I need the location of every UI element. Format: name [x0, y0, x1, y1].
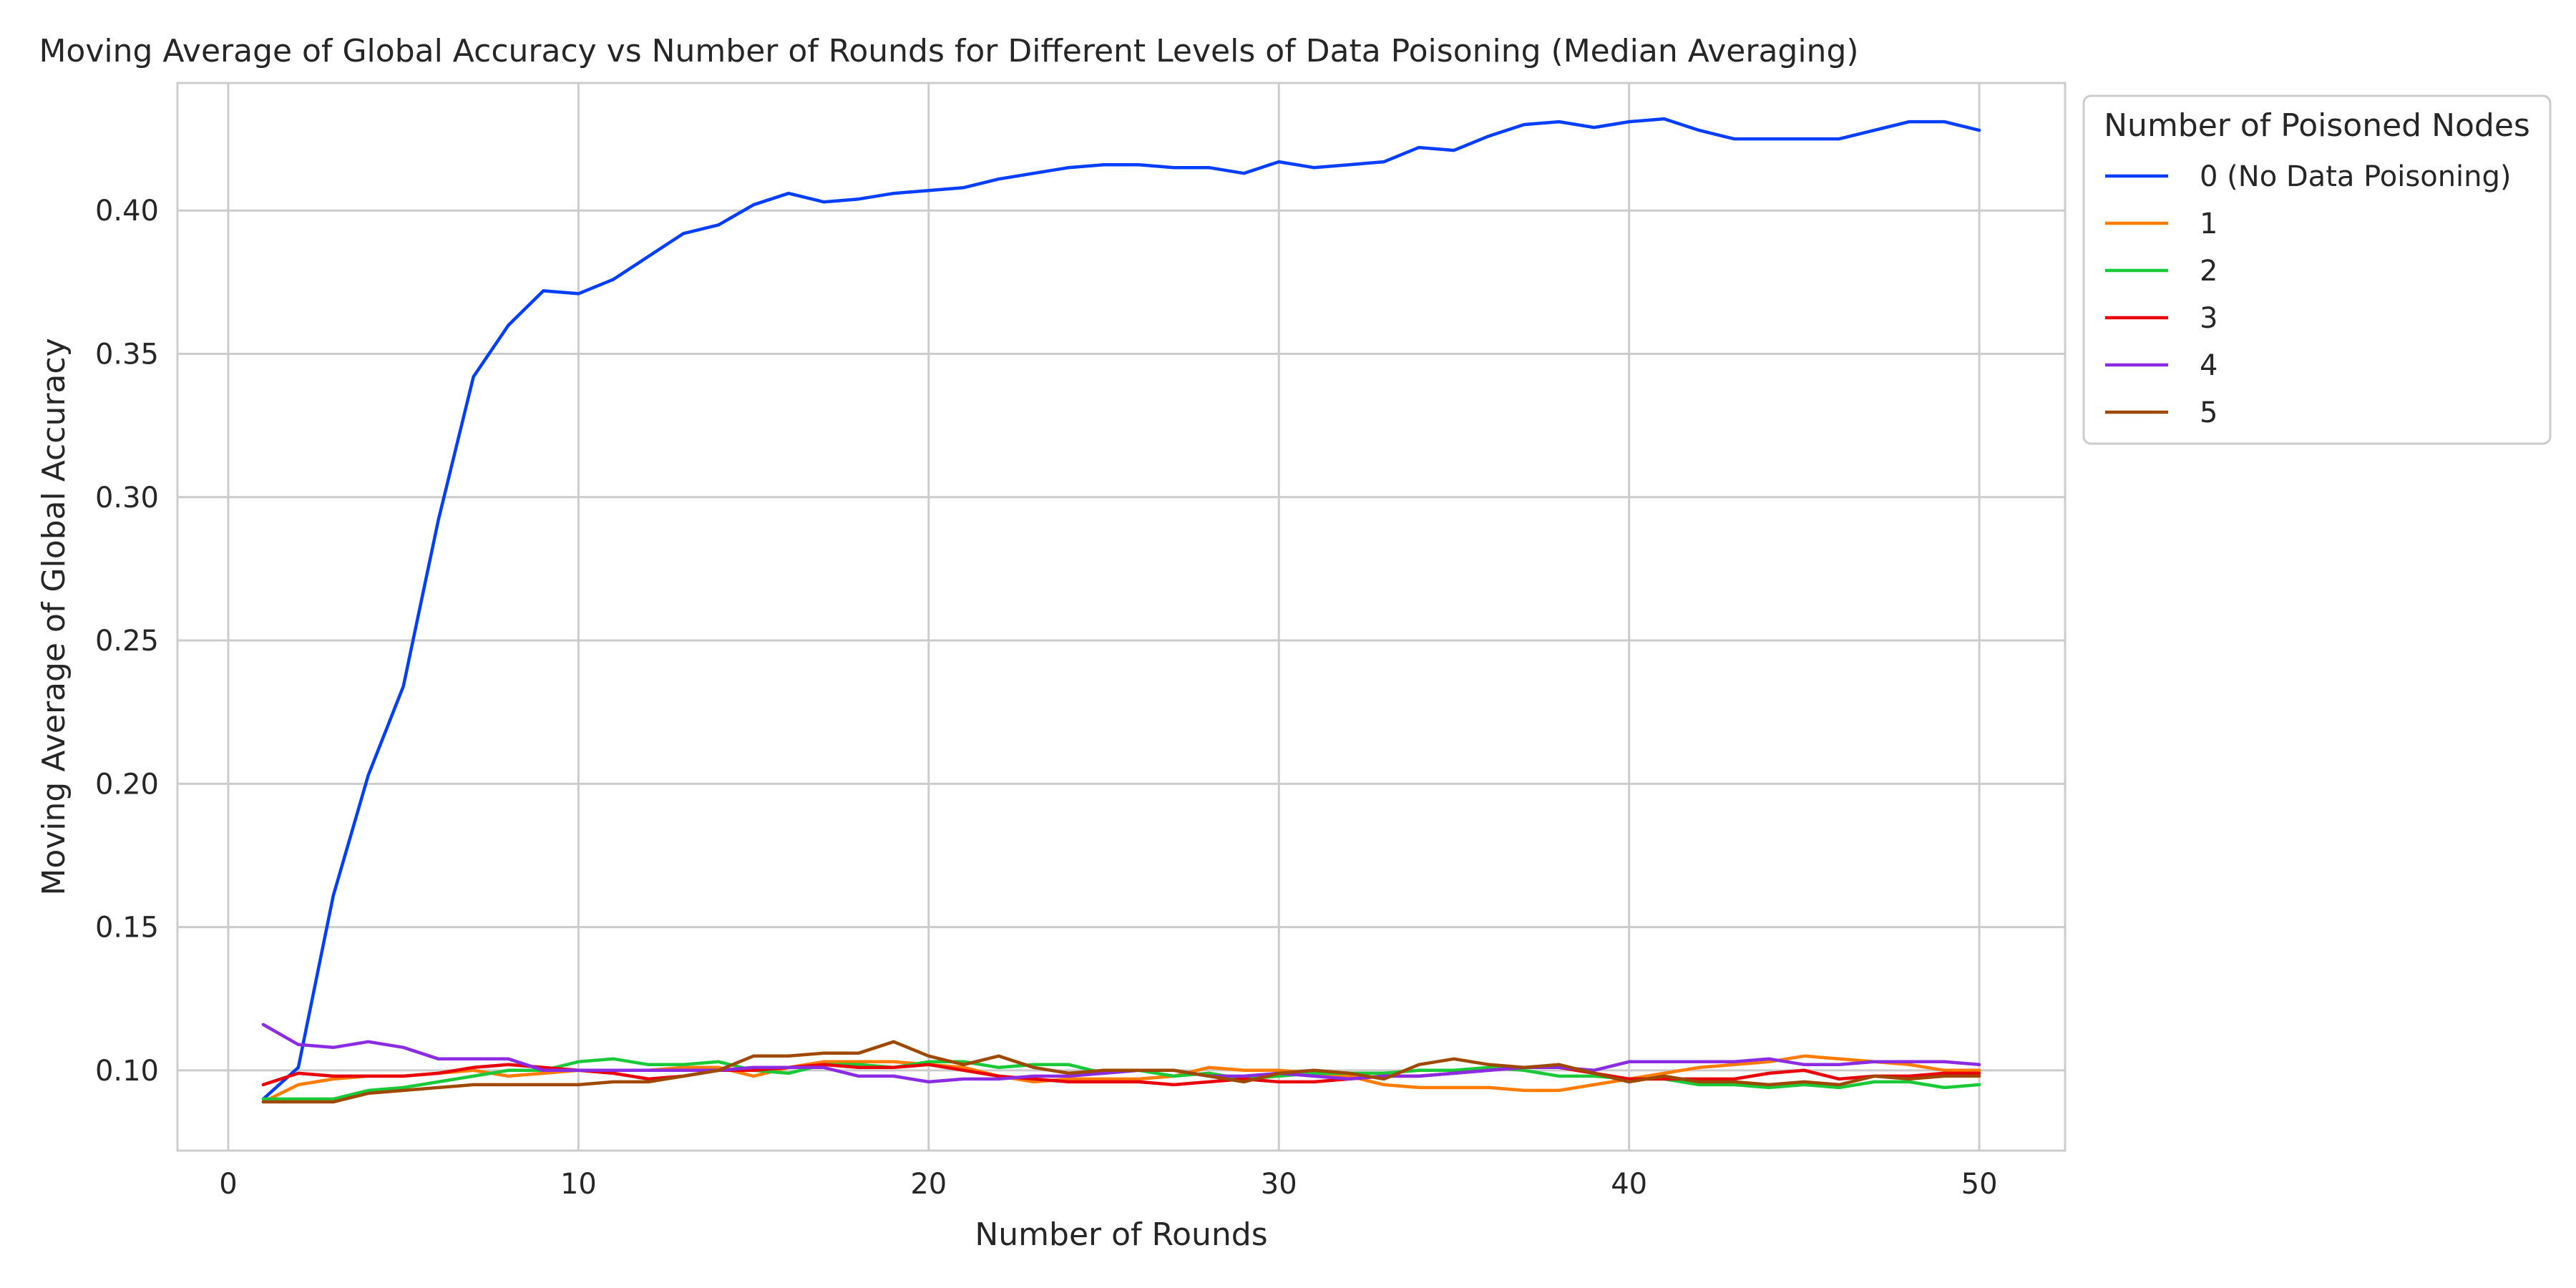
x-tick-label: 40 — [1611, 1168, 1647, 1201]
legend-label-0: 0 (No Data Poisoning) — [2200, 160, 2512, 193]
legend-label-2: 2 — [2200, 255, 2218, 288]
series-line-0 — [261, 117, 1981, 1101]
y-tick-label: 0.20 — [95, 768, 159, 801]
chart-title: Moving Average of Global Accuracy vs Num… — [39, 33, 1858, 69]
legend-label-1: 1 — [2200, 208, 2218, 240]
y-tick-label: 0.15 — [95, 912, 159, 945]
x-tick-label: 30 — [1261, 1168, 1297, 1201]
legend-label-3: 3 — [2200, 302, 2218, 335]
legend-title: Number of Poisoned Nodes — [2104, 107, 2530, 144]
plot-frame — [176, 82, 2067, 1152]
x-tick-label: 50 — [1961, 1168, 1998, 1201]
y-tick-label: 0.30 — [95, 482, 159, 514]
grid-layer — [177, 83, 2065, 1151]
legend-label-5: 5 — [2200, 396, 2218, 429]
x-tick-label: 20 — [910, 1168, 947, 1201]
y-tick-label: 0.35 — [95, 338, 159, 371]
series-line-3 — [261, 1063, 1981, 1087]
lines-layer — [261, 117, 1981, 1104]
x-axis-label: Number of Rounds — [975, 1216, 1267, 1253]
y-tick-label: 0.40 — [95, 195, 159, 228]
y-tick-label: 0.10 — [95, 1055, 159, 1088]
legend-box — [2082, 94, 2552, 445]
x-tick-label: 0 — [219, 1168, 237, 1201]
series-line-4 — [261, 1023, 1981, 1084]
y-tick-label: 0.25 — [95, 625, 159, 658]
ticks-layer: 0 10 20 30 40 50 0.10 0.15 0.20 0.25 0.30 0.35 0.40 — [95, 195, 1998, 1201]
legend-label-4: 4 — [2200, 349, 2218, 382]
legend-items: 0 (No Data Poisoning) 1 2 3 4 5 — [2105, 160, 2512, 429]
legend: Number of Poisoned Nodes 0 (No Data Pois… — [2082, 94, 2552, 445]
series-line-1 — [261, 1054, 1981, 1104]
y-axis-label: Moving Average of Global Accuracy — [36, 338, 72, 895]
series-line-5 — [261, 1040, 1981, 1104]
x-tick-label: 10 — [560, 1168, 597, 1201]
